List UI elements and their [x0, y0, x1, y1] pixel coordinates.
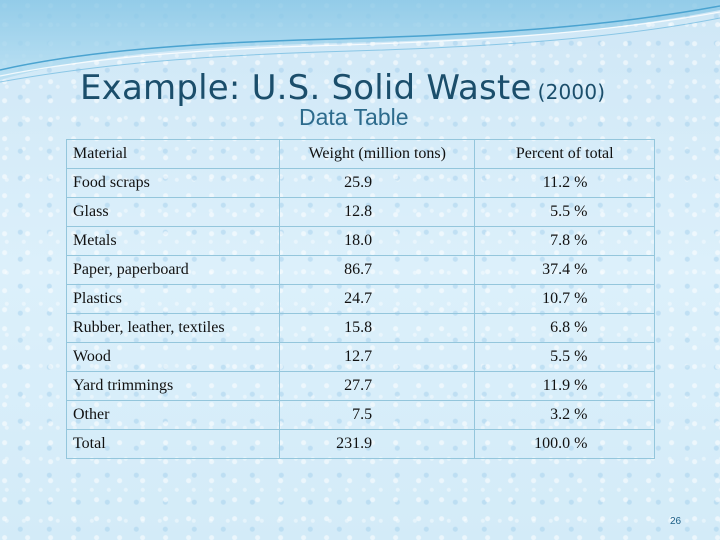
percent-value: 6.8 %: [550, 319, 588, 336]
weight-value: 24.7: [344, 290, 373, 307]
table-row: Food scraps 25.9 11.2 %: [65, 168, 655, 198]
cell-percent: 11.2 %: [474, 168, 655, 198]
table-row: Other 7.5 3.2 %: [65, 400, 655, 430]
table-row: Metals 18.0 7.8 %: [65, 226, 655, 256]
cell-percent: 37.4 %: [474, 255, 655, 285]
weight-value: 12.8: [344, 203, 373, 220]
percent-value: 37.4 %: [542, 261, 588, 278]
percent-value: 3.2 %: [550, 406, 588, 423]
weight-value: 86.7: [344, 261, 373, 278]
weight-value: 231.9: [336, 435, 373, 452]
title-main: Example: U.S. Solid Waste: [80, 68, 532, 108]
cell-percent: 11.9 %: [474, 371, 655, 401]
cell-weight: 12.8: [279, 197, 476, 227]
percent-value: 5.5 %: [550, 348, 588, 365]
cell-material: Other: [65, 400, 281, 430]
cell-weight: 27.7: [279, 371, 476, 401]
percent-value: 5.5 %: [550, 203, 588, 220]
cell-percent: 5.5 %: [474, 342, 655, 372]
cell-weight: 231.9: [279, 429, 476, 459]
header-material: Material: [65, 139, 281, 169]
cell-percent: 10.7 %: [474, 284, 655, 314]
cell-material: Total: [65, 429, 281, 459]
slide-title: Example: U.S. Solid Waste (2000): [80, 68, 605, 108]
table-row-total: Total 231.9 100.0 %: [65, 429, 655, 459]
weight-value: 12.7: [344, 348, 373, 365]
weight-value: 18.0: [344, 232, 373, 249]
percent-value: 100.0 %: [534, 435, 588, 452]
cell-material: Glass: [65, 197, 281, 227]
weight-value: 7.5: [352, 406, 373, 423]
table-row: Plastics 24.7 10.7 %: [65, 284, 655, 314]
top-wave-decoration: [0, 0, 720, 83]
title-year: (2000): [537, 80, 606, 104]
percent-value: 11.2 %: [542, 174, 588, 191]
percent-value: 10.7 %: [542, 290, 588, 307]
cell-weight: 7.5: [279, 400, 476, 430]
cell-material: Metals: [65, 226, 281, 256]
slide-subtitle: Data Table: [299, 104, 409, 130]
cell-material: Plastics: [65, 284, 281, 314]
page-number: 26: [670, 516, 682, 527]
weight-value: 15.8: [344, 319, 373, 336]
cell-material: Rubber, leather, textiles: [65, 313, 281, 343]
percent-value: 7.8 %: [550, 232, 588, 249]
header-percent: Percent of total: [474, 139, 655, 169]
cell-weight: 18.0: [279, 226, 476, 256]
cell-percent: 7.8 %: [474, 226, 655, 256]
weight-value: 25.9: [344, 174, 373, 191]
table-row: Wood 12.7 5.5 %: [65, 342, 655, 372]
cell-percent: 100.0 %: [474, 429, 655, 459]
cell-weight: 24.7: [279, 284, 476, 314]
weight-value: 27.7: [344, 377, 373, 394]
cell-weight: 86.7: [279, 255, 476, 285]
table-row: Paper, paperboard 86.7 37.4 %: [65, 255, 655, 285]
cell-percent: 5.5 %: [474, 197, 655, 227]
waste-data-table: Material Weight (million tons) Percent o…: [65, 139, 655, 459]
table-row: Yard trimmings 27.7 11.9 %: [65, 371, 655, 401]
table-row: Glass 12.8 5.5 %: [65, 197, 655, 227]
cell-material: Wood: [65, 342, 281, 372]
table-row: Rubber, leather, textiles 15.8 6.8 %: [65, 313, 655, 343]
table-header-row: Material Weight (million tons) Percent o…: [65, 139, 655, 169]
cell-material: Food scraps: [65, 168, 281, 198]
cell-weight: 25.9: [279, 168, 476, 198]
cell-percent: 6.8 %: [474, 313, 655, 343]
percent-value: 11.9 %: [542, 377, 588, 394]
header-weight: Weight (million tons): [279, 139, 476, 169]
cell-weight: 12.7: [279, 342, 476, 372]
cell-material: Yard trimmings: [65, 371, 281, 401]
cell-material: Paper, paperboard: [65, 255, 281, 285]
cell-weight: 15.8: [279, 313, 476, 343]
cell-percent: 3.2 %: [474, 400, 655, 430]
